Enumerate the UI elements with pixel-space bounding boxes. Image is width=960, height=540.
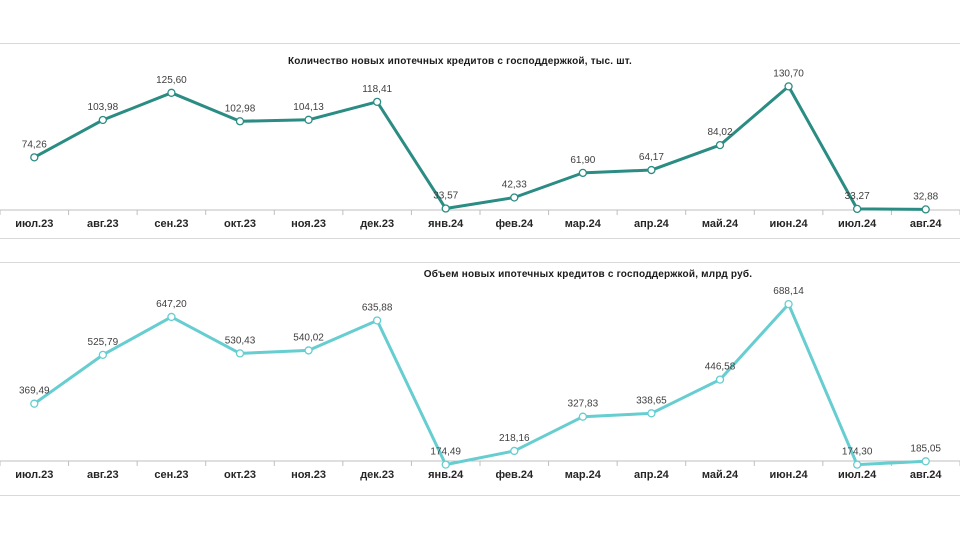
data-point xyxy=(715,375,725,384)
data-point xyxy=(30,399,39,408)
data-point xyxy=(98,115,108,125)
chart-count-plot: 74,26 103,98 125,60 102,98 104,13 118,41 33,57… xyxy=(0,68,960,230)
x-tick-label: май.24 xyxy=(702,469,739,481)
x-tick-label: июн.24 xyxy=(770,469,809,481)
data-point xyxy=(647,165,656,175)
data-label: 185,05 xyxy=(910,443,941,454)
x-tick-label: дек.23 xyxy=(360,469,394,481)
data-point xyxy=(715,140,725,150)
data-point xyxy=(578,412,588,421)
data-label: 446,58 xyxy=(705,362,736,373)
chart-volume-plot: 369,49 525,79 647,20 530,43 540,02 635,88 174,… xyxy=(0,286,960,481)
data-point xyxy=(372,97,382,107)
data-point xyxy=(647,409,656,418)
data-point xyxy=(441,204,450,213)
data-label: 42,33 xyxy=(502,179,527,190)
data-point xyxy=(304,115,313,124)
data-point xyxy=(30,153,39,162)
data-label: 104,13 xyxy=(293,102,324,113)
x-tick-label: июл.23 xyxy=(15,469,53,481)
data-point xyxy=(784,82,793,91)
x-tick-label: июн.24 xyxy=(770,218,809,230)
x-tick-label: мар.24 xyxy=(565,218,602,230)
x-tick-label: янв.24 xyxy=(428,469,464,481)
x-tick-label: июл.23 xyxy=(15,218,53,230)
data-label: 74,26 xyxy=(22,139,47,150)
data-point xyxy=(167,312,176,322)
x-tick-label: окт.23 xyxy=(224,469,256,481)
chart-count-title: Количество новых ипотечных кредитов с го… xyxy=(287,56,632,67)
data-point xyxy=(372,316,382,325)
data-label: 33,27 xyxy=(845,191,870,202)
data-label: 125,60 xyxy=(156,75,187,86)
x-tick-label: фев.24 xyxy=(495,218,534,230)
x-tick-label: авг.23 xyxy=(87,469,119,481)
data-point xyxy=(98,350,108,360)
data-label: 218,16 xyxy=(499,433,530,444)
data-label: 635,88 xyxy=(362,302,393,313)
data-label: 174,30 xyxy=(842,447,873,458)
data-label: 525,79 xyxy=(88,337,119,348)
data-label: 647,20 xyxy=(156,299,187,310)
chart-volume-title: Объем новых ипотечных кредитов с господд… xyxy=(423,269,753,280)
data-label: 84,02 xyxy=(707,127,732,138)
chart-volume-panel: Объем новых ипотечных кредитов с господд… xyxy=(0,262,960,496)
data-point xyxy=(921,205,930,214)
data-label: 130,70 xyxy=(773,68,804,79)
x-tick-label: сен.23 xyxy=(154,218,188,230)
data-point xyxy=(578,168,588,178)
x-tick-label: сен.23 xyxy=(154,469,188,481)
data-point xyxy=(304,346,313,355)
x-tick-label: ноя.23 xyxy=(291,218,326,230)
x-tick-label: май.24 xyxy=(702,218,739,230)
data-point xyxy=(235,117,245,126)
data-label: 530,43 xyxy=(225,335,256,346)
chart-count-panel: Количество новых ипотечных кредитов с го… xyxy=(0,43,960,239)
data-label: 688,14 xyxy=(773,286,804,297)
series-line xyxy=(33,302,926,467)
data-point xyxy=(510,446,519,456)
data-point xyxy=(784,299,793,309)
data-label: 64,17 xyxy=(639,152,664,163)
data-label: 338,65 xyxy=(636,395,667,406)
x-tick-label: авг.24 xyxy=(910,218,943,230)
data-label: 61,90 xyxy=(570,155,595,166)
data-label: 33,57 xyxy=(433,191,458,202)
x-tick-label: ноя.23 xyxy=(291,469,326,481)
data-label: 103,98 xyxy=(88,102,119,113)
series-line xyxy=(33,84,926,211)
data-label: 118,41 xyxy=(362,84,392,95)
data-label: 369,49 xyxy=(19,386,50,397)
data-point xyxy=(852,460,862,469)
x-tick-label: апр.24 xyxy=(634,469,670,481)
data-point xyxy=(235,349,245,358)
data-label: 102,98 xyxy=(225,103,256,114)
data-label: 174,49 xyxy=(430,447,461,458)
data-point xyxy=(852,204,862,214)
data-point xyxy=(167,88,176,97)
data-point xyxy=(510,193,519,202)
data-point xyxy=(921,457,930,466)
x-tick-label: мар.24 xyxy=(565,469,602,481)
x-tick-label: окт.23 xyxy=(224,218,256,230)
data-label: 32,88 xyxy=(913,191,938,202)
data-point xyxy=(441,460,450,469)
x-tick-label: янв.24 xyxy=(428,218,464,230)
x-tick-label: апр.24 xyxy=(634,218,670,230)
x-tick-label: авг.24 xyxy=(910,469,943,481)
data-label: 327,83 xyxy=(568,399,599,410)
x-tick-label: июл.24 xyxy=(838,218,877,230)
x-tick-label: фев.24 xyxy=(495,469,534,481)
x-tick-label: июл.24 xyxy=(838,469,877,481)
x-tick-label: дек.23 xyxy=(360,218,394,230)
x-tick-label: авг.23 xyxy=(87,218,119,230)
data-label: 540,02 xyxy=(293,332,324,343)
